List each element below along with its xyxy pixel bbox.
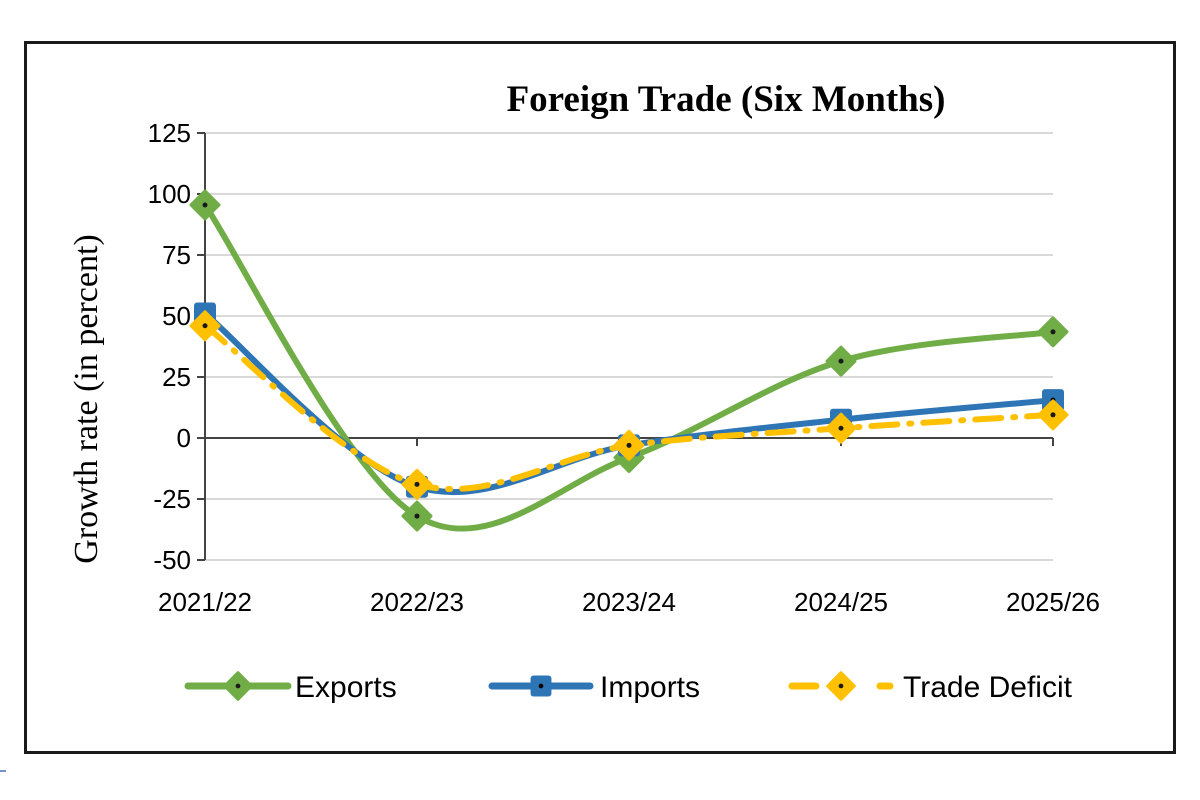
plot-series [189, 189, 1069, 532]
y-tick-label: -50 [153, 545, 191, 575]
legend-label: Exports [295, 671, 397, 704]
y-tick-labels: 125 100 75 50 25 0 -25 -50 [148, 118, 191, 575]
legend-item-trade-deficit: Trade Deficit [788, 671, 1073, 704]
series-trade-deficit [189, 310, 1069, 500]
legend: Exports Imports Trade Deficit [184, 671, 1073, 704]
x-tick-label: 2025/26 [1006, 587, 1100, 617]
series-exports [189, 189, 1069, 532]
y-axis-label: Growth rate (in percent) [68, 234, 105, 563]
x-tick-label: 2022/23 [370, 587, 464, 617]
gridlines [205, 132, 1053, 561]
chart-title: Foreign Trade (Six Months) [507, 79, 946, 120]
x-tick-label: 2023/24 [582, 587, 676, 617]
chart-frame [24, 41, 1176, 754]
legend-label: Trade Deficit [903, 671, 1073, 704]
y-tick-label: 50 [162, 301, 191, 331]
x-tick-label: 2021/22 [158, 587, 252, 617]
y-tick-label: 25 [162, 362, 191, 392]
y-tick-label: 0 [177, 423, 191, 453]
legend-item-exports: Exports [184, 671, 397, 704]
x-tick-labels: 2021/22 2022/23 2023/24 2024/25 2025/26 [158, 587, 1100, 617]
legend-label: Imports [600, 671, 700, 704]
y-tick-label: -25 [153, 484, 191, 514]
legend-item-imports: Imports [488, 671, 700, 704]
stray-mark [0, 770, 6, 772]
x-tick-label: 2024/25 [794, 587, 888, 617]
y-tick-label: 125 [148, 118, 191, 148]
y-tick-label: 100 [148, 179, 191, 209]
y-tick-label: 75 [162, 240, 191, 270]
